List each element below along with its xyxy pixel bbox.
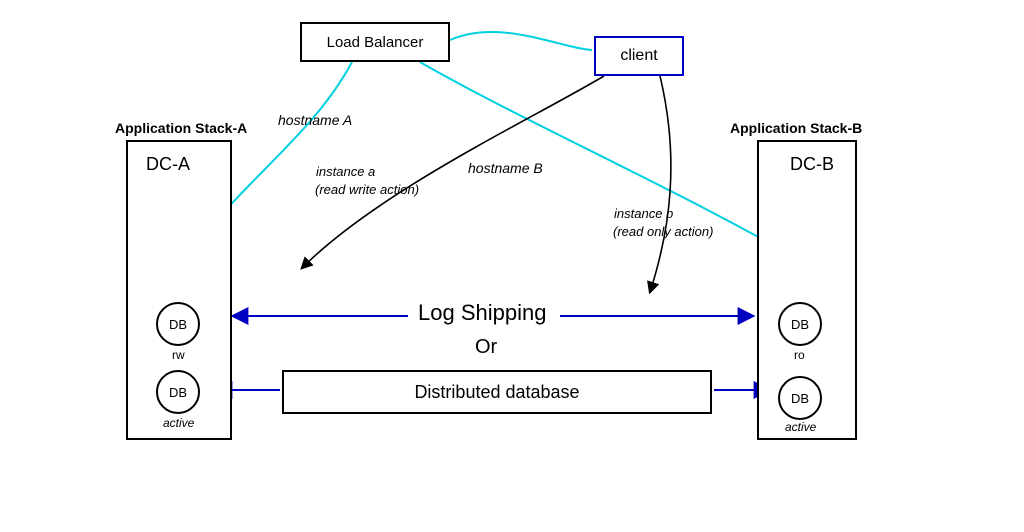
hostname-a-label: hostname A xyxy=(278,112,352,128)
hostname-b-label: hostname B xyxy=(468,160,543,176)
distributed-database-node: Distributed database xyxy=(282,370,712,414)
db-b1-label: DB xyxy=(791,317,809,332)
db-a2-sub: active xyxy=(163,416,194,430)
instance-a-label-1: instance a xyxy=(316,164,375,179)
db-b1-sub: ro xyxy=(794,348,805,362)
load-balancer-node: Load Balancer xyxy=(300,22,450,62)
db-a1-circle: DB xyxy=(156,302,200,346)
db-b2-sub: active xyxy=(785,420,816,434)
distributed-database-label: Distributed database xyxy=(414,382,579,403)
db-b1-circle: DB xyxy=(778,302,822,346)
or-label: Or xyxy=(475,336,497,359)
client-node: client xyxy=(594,36,684,76)
edge-client-instance-b xyxy=(650,76,671,292)
instance-b-label-1: instance b xyxy=(614,206,673,221)
db-a2-label: DB xyxy=(169,385,187,400)
db-a1-label: DB xyxy=(169,317,187,332)
stack-a-dc-label: DC-A xyxy=(146,154,190,175)
instance-b-label-2: (read only action) xyxy=(613,224,713,239)
client-label: client xyxy=(620,47,657,65)
stack-b-title: Application Stack-B xyxy=(730,120,862,136)
log-shipping-label: Log Shipping xyxy=(418,300,546,326)
instance-a-label-2: (read write action) xyxy=(315,182,419,197)
stack-a-title: Application Stack-A xyxy=(115,120,247,136)
db-a2-circle: DB xyxy=(156,370,200,414)
load-balancer-label: Load Balancer xyxy=(327,34,424,51)
db-a1-sub: rw xyxy=(172,348,185,362)
edge-lb-client xyxy=(450,32,592,50)
stack-b-dc-label: DC-B xyxy=(790,154,834,175)
db-b2-label: DB xyxy=(791,391,809,406)
db-b2-circle: DB xyxy=(778,376,822,420)
